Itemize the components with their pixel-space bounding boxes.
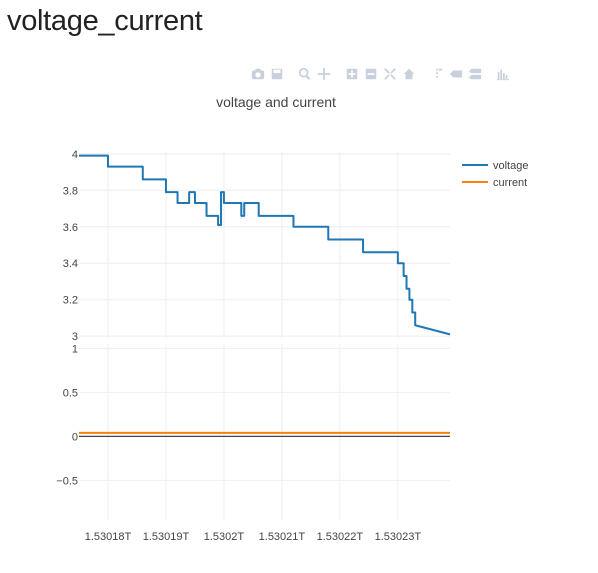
- x-tick-label-4: 1.53022T: [317, 531, 364, 543]
- y-tick-label-top-4: 3.8: [63, 185, 78, 197]
- grid-layer: [79, 152, 450, 520]
- autoscale-icon[interactable]: [382, 66, 398, 82]
- series-layer: [79, 154, 451, 434]
- zoom-out-icon[interactable]: [363, 66, 379, 82]
- legend-label-current: current: [493, 177, 527, 189]
- spike-lines-icon[interactable]: [429, 66, 445, 82]
- legend[interactable]: voltage current: [462, 160, 528, 189]
- zoom-icon[interactable]: [297, 66, 313, 82]
- chart-title: voltage and current: [216, 94, 336, 110]
- y-tick-label-top-3: 3.6: [63, 222, 78, 234]
- page-heading: voltage_current: [7, 5, 203, 37]
- plot-modebar: [250, 66, 511, 84]
- y-tick-label-bottom-3: 1: [72, 343, 78, 355]
- axis-layer: 3 3.2 3.4 3.6 3.8 4 −0.5 0 0.5 1 1.53018T 1.53019T 1…: [56, 149, 421, 543]
- zoom-in-icon[interactable]: [344, 66, 360, 82]
- x-tick-label-3: 1.53021T: [259, 531, 306, 543]
- save-icon[interactable]: [269, 66, 285, 82]
- y-tick-label-bottom-1: 0: [72, 431, 78, 443]
- x-tick-label-1: 1.53019T: [143, 531, 190, 543]
- y-tick-label-top-2: 3.4: [63, 258, 78, 270]
- home-icon[interactable]: [401, 66, 417, 82]
- hover-compare-icon[interactable]: [467, 66, 483, 82]
- legend-label-voltage: voltage: [493, 160, 528, 172]
- y-tick-label-bottom-0: −0.5: [56, 475, 78, 487]
- x-tick-label-5: 1.53023T: [375, 531, 422, 543]
- pan-icon[interactable]: [316, 66, 332, 82]
- y-tick-label-bottom-2: 0.5: [63, 387, 78, 399]
- x-tick-label-0: 1.53018T: [85, 531, 132, 543]
- y-tick-label-top-5: 4: [72, 149, 78, 161]
- y-tick-label-top-1: 3.2: [63, 295, 78, 307]
- y-tick-label-top-0: 3: [72, 331, 78, 343]
- x-tick-label-2: 1.5302T: [204, 531, 245, 543]
- hover-closest-icon[interactable]: [448, 66, 464, 82]
- plotly-logo-icon[interactable]: [495, 66, 511, 82]
- voltage-series-line: [79, 154, 451, 336]
- camera-icon[interactable]: [250, 66, 266, 82]
